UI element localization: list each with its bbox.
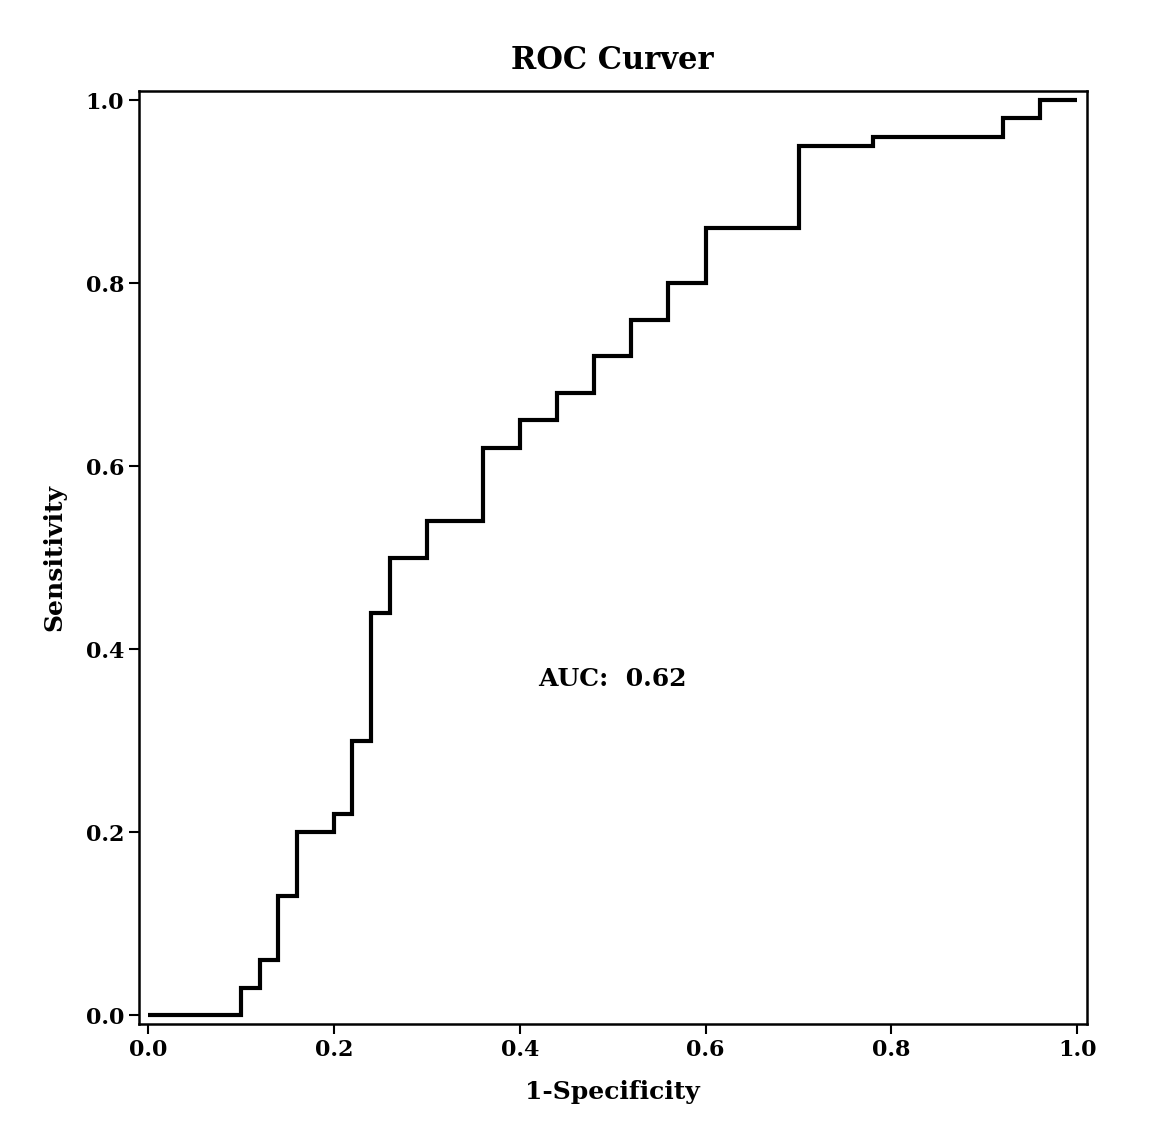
- X-axis label: 1-Specificity: 1-Specificity: [525, 1080, 701, 1104]
- Text: AUC:  0.62: AUC: 0.62: [539, 667, 687, 691]
- Title: ROC Curver: ROC Curver: [511, 44, 714, 76]
- Y-axis label: Sensitivity: Sensitivity: [42, 484, 66, 632]
